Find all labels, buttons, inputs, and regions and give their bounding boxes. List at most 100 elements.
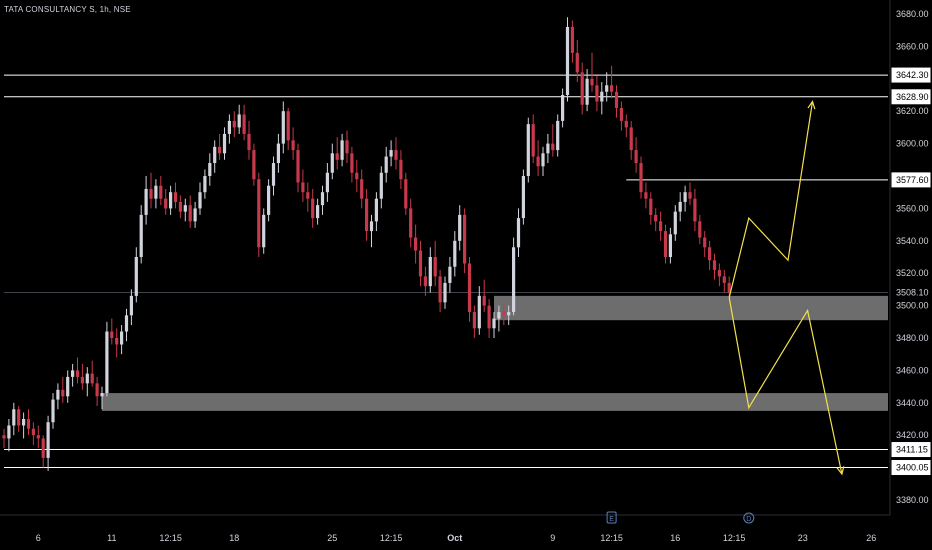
earnings-marker[interactable] [606, 511, 617, 524]
candle [536, 156, 540, 167]
candle [409, 208, 413, 238]
candle [521, 176, 525, 219]
x-tick-label: 12:15 [380, 533, 403, 543]
dividend-marker[interactable] [743, 512, 755, 524]
candle [325, 172, 329, 193]
event-marker-letter: E [609, 516, 614, 523]
y-tick-label: 3660.00 [896, 41, 929, 51]
x-tick-label: 23 [798, 533, 808, 543]
candle [267, 185, 271, 215]
candle [90, 373, 94, 384]
candle [276, 143, 280, 164]
candle [129, 295, 133, 316]
candle [2, 435, 6, 439]
candle [399, 159, 403, 180]
candle [541, 153, 545, 167]
candle [605, 85, 609, 92]
candle [404, 179, 408, 209]
candle [188, 205, 192, 222]
candle [12, 409, 16, 426]
candle [51, 399, 55, 423]
candle [546, 143, 550, 154]
candle [610, 85, 614, 92]
y-tick-label: 3460.00 [896, 365, 929, 375]
candle [497, 312, 501, 319]
candle [683, 192, 687, 202]
candle [178, 201, 182, 212]
candle [31, 428, 35, 436]
candle [252, 150, 256, 180]
candle [590, 78, 594, 86]
price-level-badge [891, 460, 931, 476]
projection-path[interactable] [728, 101, 814, 298]
y-tick-label: 3380.00 [896, 495, 929, 505]
projection-arrowhead [836, 466, 845, 476]
candle [124, 315, 129, 332]
candle [556, 120, 560, 151]
candle [698, 221, 702, 238]
candle [678, 201, 682, 212]
candle [208, 163, 212, 176]
candle [193, 208, 197, 222]
candle [717, 269, 721, 277]
candle [428, 257, 432, 287]
candle [320, 192, 325, 206]
candle [169, 192, 173, 209]
candle [360, 179, 364, 199]
price-level-badge [892, 285, 930, 300]
candle [507, 312, 511, 316]
candle [433, 257, 437, 277]
x-tick-label: 12:15 [723, 533, 746, 543]
candle [600, 91, 604, 102]
candle [712, 260, 717, 270]
y-tick-label: 3540.00 [896, 236, 929, 246]
candle [414, 237, 418, 251]
projection-path[interactable] [728, 297, 843, 475]
x-tick-label: Oct [447, 533, 462, 543]
candle [379, 172, 383, 199]
symbol-name: TATA CONSULTANCY S [4, 5, 95, 14]
demand-zone [494, 295, 888, 321]
candle [526, 124, 530, 176]
candle [115, 338, 119, 345]
interval: 1h [99, 5, 109, 14]
y-tick-label: 3420.00 [896, 430, 929, 440]
candle [463, 214, 467, 264]
candle [218, 146, 222, 154]
candle [477, 295, 481, 329]
candle [22, 419, 26, 426]
candle [580, 72, 584, 105]
candle [154, 185, 158, 199]
candle [369, 221, 374, 232]
candle [257, 179, 261, 248]
y-tick-label: 3600.00 [896, 139, 929, 149]
candle [492, 318, 496, 329]
x-tick-label: 9 [550, 533, 555, 543]
candle [472, 312, 476, 329]
candle [134, 257, 138, 296]
candle [575, 52, 579, 73]
candle [663, 231, 668, 257]
price-level-badge [891, 442, 931, 458]
candle [232, 120, 236, 128]
x-tick-label: 12:15 [600, 533, 623, 543]
candle [487, 305, 491, 329]
candle [659, 221, 663, 232]
candle [345, 140, 349, 154]
candle [448, 266, 452, 283]
candle [71, 370, 75, 377]
candle [389, 150, 393, 157]
candle [629, 127, 633, 151]
candle [247, 133, 251, 151]
candle [281, 111, 285, 144]
candle [213, 146, 217, 164]
candle [198, 192, 202, 209]
candle [203, 176, 207, 193]
candle [222, 133, 227, 154]
candle [688, 192, 692, 199]
price-level-badge-label: 3577.60 [896, 175, 929, 185]
candle [56, 389, 60, 400]
candle [551, 143, 555, 151]
candle [350, 153, 354, 173]
